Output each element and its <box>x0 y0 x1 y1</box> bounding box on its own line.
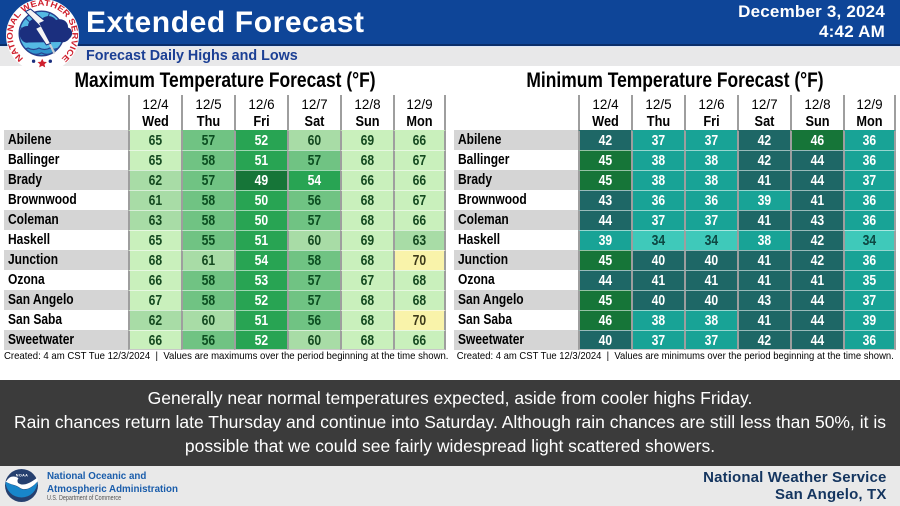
svg-text:NOAA: NOAA <box>16 474 28 478</box>
